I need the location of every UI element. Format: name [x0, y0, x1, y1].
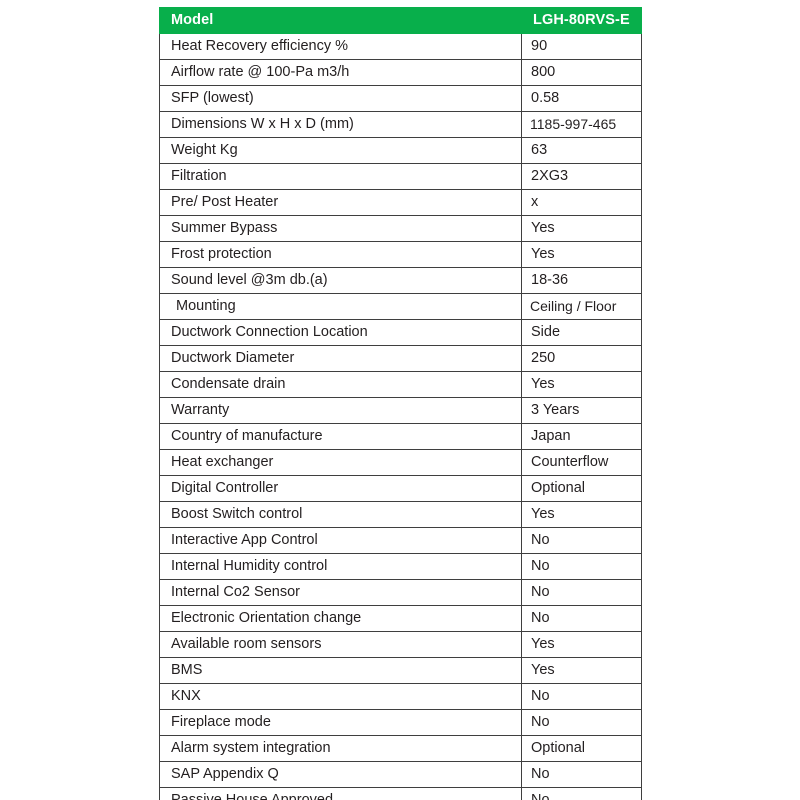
- spec-value: No: [521, 709, 642, 736]
- table-row: Dimensions W x H x D (mm) 1185-997-465: [159, 111, 642, 138]
- table-row: Alarm system integration Optional: [159, 735, 642, 762]
- spec-label: SFP (lowest): [159, 85, 522, 112]
- spec-value: Yes: [521, 501, 642, 528]
- spec-value: Side: [521, 319, 642, 346]
- table-row: Fireplace mode No: [159, 709, 642, 736]
- table-body: Heat Recovery efficiency % 90 Airflow rate…: [159, 33, 642, 800]
- table-row: Country of manufacture Japan: [159, 423, 642, 450]
- spec-value: Yes: [521, 371, 642, 398]
- table-row: Electronic Orientation change No: [159, 605, 642, 632]
- table-row: Frost protection Yes: [159, 241, 642, 268]
- column-header-model: Model: [159, 7, 522, 34]
- table-row: KNX No: [159, 683, 642, 710]
- spec-label: Available room sensors: [159, 631, 522, 658]
- spec-label: Frost protection: [159, 241, 522, 268]
- spec-label: Summer Bypass: [159, 215, 522, 242]
- spec-value: No: [521, 761, 642, 788]
- spec-value: Yes: [521, 241, 642, 268]
- spec-label: Weight Kg: [159, 137, 522, 164]
- spec-value: 3 Years: [521, 397, 642, 424]
- spec-label: Alarm system integration: [159, 735, 522, 762]
- table-row: Available room sensors Yes: [159, 631, 642, 658]
- spec-value: No: [521, 787, 642, 800]
- spec-label: Passive House Approved: [159, 787, 522, 800]
- table-row: BMS Yes: [159, 657, 642, 684]
- table-row: Interactive App Control No: [159, 527, 642, 554]
- table-row: SFP (lowest) 0.58: [159, 85, 642, 112]
- table-header-row: Model LGH-80RVS-E: [159, 7, 642, 34]
- spec-value: 18-36: [521, 267, 642, 294]
- spec-label: Country of manufacture: [159, 423, 522, 450]
- spec-label: Sound level @3m db.(a): [159, 267, 522, 294]
- table-row: Ductwork Diameter 250: [159, 345, 642, 372]
- spec-label: Internal Co2 Sensor: [159, 579, 522, 606]
- table-row: Summer Bypass Yes: [159, 215, 642, 242]
- spec-value: 800: [521, 59, 642, 86]
- table-row: SAP Appendix Q No: [159, 761, 642, 788]
- spec-value: No: [521, 553, 642, 580]
- spec-value: Ceiling / Floor: [521, 293, 642, 320]
- table-row: Boost Switch control Yes: [159, 501, 642, 528]
- spec-label: Condensate drain: [159, 371, 522, 398]
- table-row: Ductwork Connection Location Side: [159, 319, 642, 346]
- spec-value: 250: [521, 345, 642, 372]
- spec-label: Filtration: [159, 163, 522, 190]
- table-row: Airflow rate @ 100-Pa m3/h 800: [159, 59, 642, 86]
- spec-label: Pre/ Post Heater: [159, 189, 522, 216]
- spec-value: Counterflow: [521, 449, 642, 476]
- table-row: Warranty 3 Years: [159, 397, 642, 424]
- spec-label: BMS: [159, 657, 522, 684]
- table-row: Weight Kg 63: [159, 137, 642, 164]
- spec-value: Optional: [521, 735, 642, 762]
- spec-value: x: [521, 189, 642, 216]
- table-row: Sound level @3m db.(a) 18-36: [159, 267, 642, 294]
- spec-label: Dimensions W x H x D (mm): [159, 111, 522, 138]
- table-row: Condensate drain Yes: [159, 371, 642, 398]
- spec-label: Heat Recovery efficiency %: [159, 33, 522, 60]
- spec-value: Yes: [521, 657, 642, 684]
- spec-value: No: [521, 605, 642, 632]
- spec-value: Optional: [521, 475, 642, 502]
- spec-label: Airflow rate @ 100-Pa m3/h: [159, 59, 522, 86]
- table-row: Pre/ Post Heater x: [159, 189, 642, 216]
- spec-value: Yes: [521, 631, 642, 658]
- spec-label: Warranty: [159, 397, 522, 424]
- spec-value: No: [521, 579, 642, 606]
- spec-value: 90: [521, 33, 642, 60]
- spec-value: 63: [521, 137, 642, 164]
- column-header-model-code: LGH-80RVS-E: [521, 7, 642, 34]
- spec-label: Fireplace mode: [159, 709, 522, 736]
- spec-label: SAP Appendix Q: [159, 761, 522, 788]
- spec-label: Mounting: [159, 293, 522, 320]
- table-row: Heat exchanger Counterflow: [159, 449, 642, 476]
- spec-value: 1185-997-465: [521, 111, 642, 138]
- table-row: Heat Recovery efficiency % 90: [159, 33, 642, 60]
- spec-label: Ductwork Connection Location: [159, 319, 522, 346]
- spec-value: Japan: [521, 423, 642, 450]
- table-row: Internal Humidity control No: [159, 553, 642, 580]
- table-row: Passive House Approved No: [159, 787, 642, 800]
- spec-label: Electronic Orientation change: [159, 605, 522, 632]
- spec-label: Heat exchanger: [159, 449, 522, 476]
- table-header: Model LGH-80RVS-E: [159, 7, 642, 34]
- table-row: Mounting Ceiling / Floor: [159, 293, 642, 320]
- spec-label: Internal Humidity control: [159, 553, 522, 580]
- table-row: Internal Co2 Sensor No: [159, 579, 642, 606]
- spec-value: No: [521, 683, 642, 710]
- table-row: Filtration 2XG3: [159, 163, 642, 190]
- spec-value: No: [521, 527, 642, 554]
- spec-label: Boost Switch control: [159, 501, 522, 528]
- spec-label: KNX: [159, 683, 522, 710]
- table-row: Digital Controller Optional: [159, 475, 642, 502]
- product-specification-table: Model LGH-80RVS-E Heat Recovery efficien…: [159, 7, 642, 800]
- spec-label: Interactive App Control: [159, 527, 522, 554]
- spec-value: Yes: [521, 215, 642, 242]
- spec-label: Ductwork Diameter: [159, 345, 522, 372]
- spec-value: 2XG3: [521, 163, 642, 190]
- spec-label: Digital Controller: [159, 475, 522, 502]
- spec-value: 0.58: [521, 85, 642, 112]
